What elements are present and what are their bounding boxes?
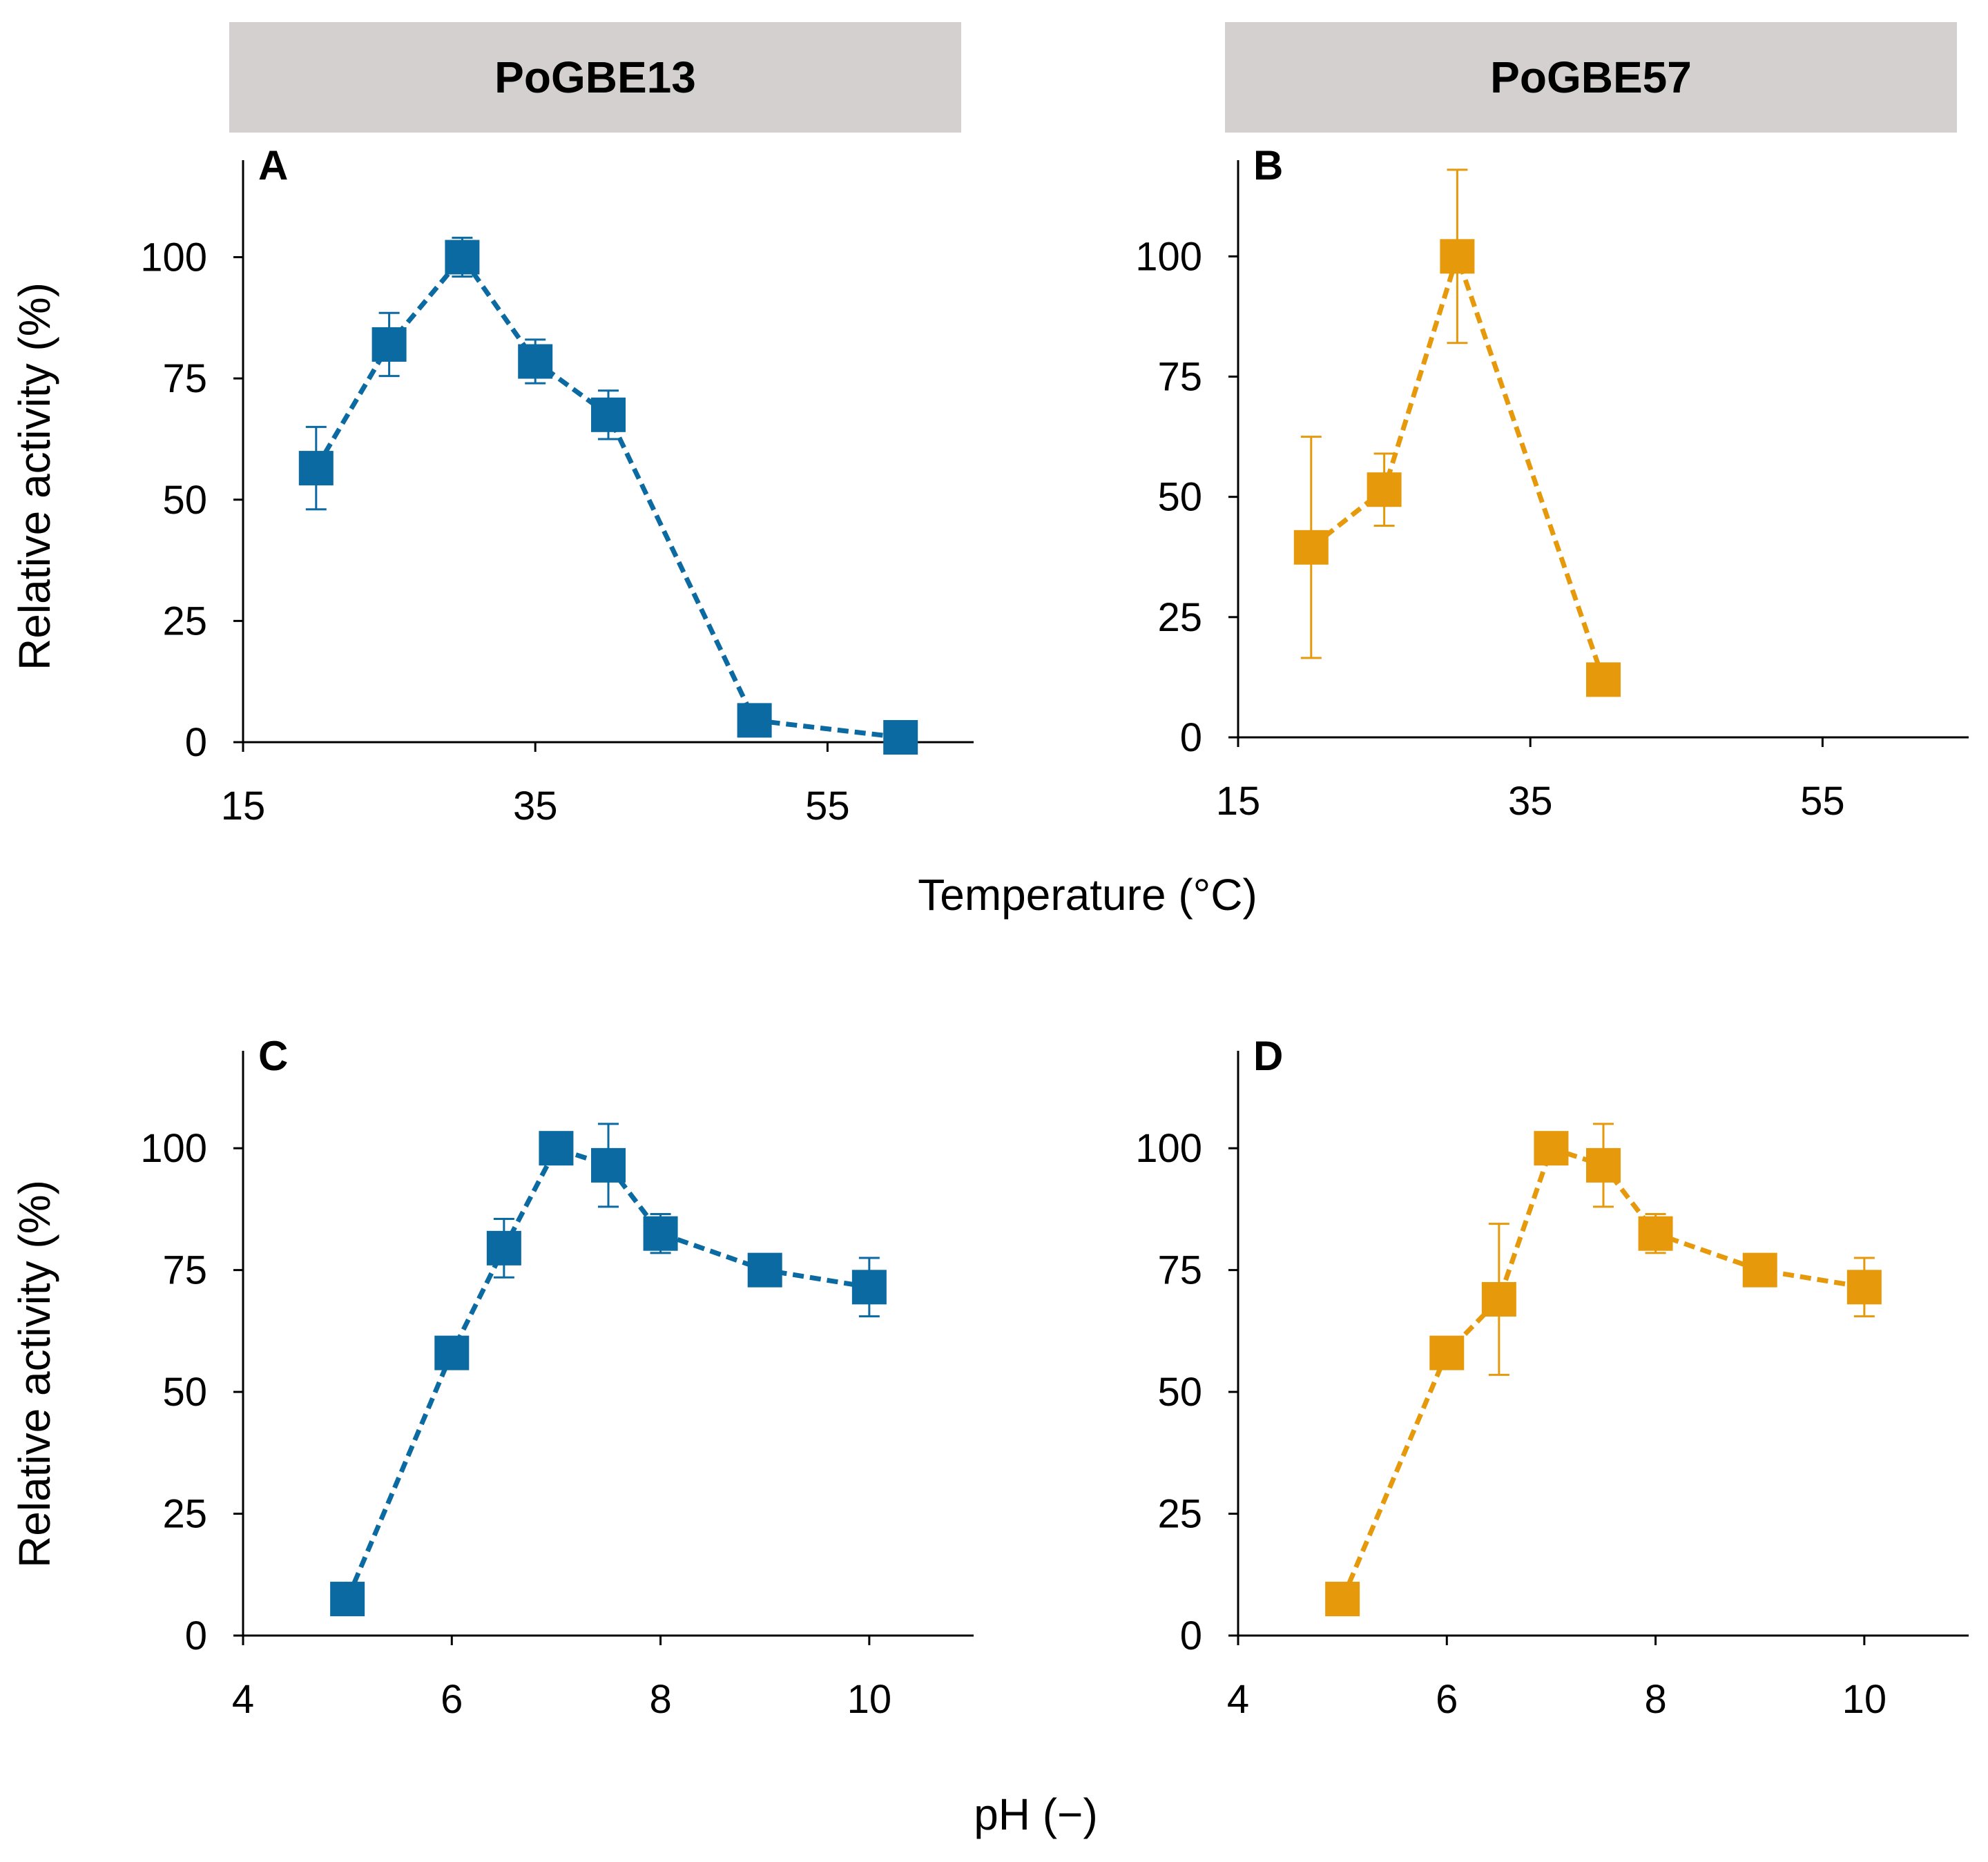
data-point — [486, 1230, 521, 1265]
y-tick-label: 0 — [1180, 715, 1202, 760]
chart-panel-d: 0 25 50 75 100 4 6 8 10 D — [1135, 1033, 1969, 1722]
data-point — [1293, 530, 1329, 565]
x-tick-label: 35 — [513, 784, 558, 828]
series-line — [1309, 249, 1606, 681]
y-tick-label: 100 — [140, 235, 207, 280]
data-point — [643, 1216, 678, 1251]
data-point — [1367, 472, 1402, 507]
y-tick-label: 100 — [1135, 234, 1202, 279]
x-axis-title-top: Temperature (°C) — [918, 870, 1257, 920]
y-tick-label: 25 — [162, 599, 207, 643]
x-tick-label: 15 — [1216, 779, 1261, 824]
x-tick-label: 4 — [1227, 1677, 1249, 1722]
y-tick-label: 100 — [140, 1126, 207, 1171]
series-line — [1340, 1145, 1865, 1600]
y-tick-label: 50 — [162, 478, 207, 523]
y-axis-title-bottom: Relative activity (%) — [10, 1180, 59, 1568]
y-tick-label: 75 — [162, 356, 207, 401]
panel-letter: A — [258, 142, 288, 188]
y-tick-label: 75 — [1157, 355, 1202, 400]
data-point — [737, 703, 772, 738]
data-point — [1481, 1281, 1516, 1317]
data-point — [298, 451, 334, 486]
data-point — [1638, 1216, 1673, 1251]
data-point — [330, 1582, 365, 1617]
chart-panel-a: 0 25 50 75 100 15 35 55 A — [140, 142, 974, 828]
panel-letter: C — [258, 1033, 288, 1079]
data-point — [518, 344, 553, 379]
y-tick-label: 25 — [1157, 1492, 1202, 1537]
y-tick-label: 50 — [1157, 475, 1202, 520]
x-tick-label: 6 — [1436, 1677, 1458, 1722]
data-point — [1440, 239, 1475, 274]
chart-panel-b: 0 25 50 75 100 15 35 55 B — [1135, 142, 1969, 824]
x-tick-label: 35 — [1508, 779, 1553, 824]
data-point — [883, 719, 918, 755]
data-point — [591, 1147, 626, 1183]
x-tick-label: 10 — [1842, 1677, 1887, 1722]
y-axis-title-top: Relative activity (%) — [10, 282, 59, 670]
data-point — [1586, 1147, 1621, 1183]
y-tick-label: 0 — [1180, 1613, 1202, 1658]
data-point — [1742, 1252, 1777, 1288]
data-point — [747, 1252, 782, 1288]
series-line — [345, 1145, 870, 1600]
y-tick-label: 100 — [1135, 1126, 1202, 1171]
data-point — [851, 1270, 887, 1305]
data-point — [591, 397, 626, 432]
y-tick-label: 50 — [1157, 1370, 1202, 1415]
data-point — [1534, 1131, 1569, 1166]
x-axis-title-bottom: pH (−) — [974, 1790, 1098, 1839]
x-tick-label: 10 — [847, 1677, 892, 1722]
y-tick-label: 75 — [162, 1248, 207, 1293]
data-point — [1429, 1335, 1465, 1370]
x-tick-label: 55 — [1800, 779, 1845, 824]
data-point — [539, 1131, 574, 1166]
x-tick-label: 4 — [232, 1677, 254, 1722]
panel-letter: D — [1253, 1033, 1283, 1079]
data-point — [434, 1335, 470, 1370]
y-tick-label: 25 — [1157, 595, 1202, 640]
y-tick-label: 50 — [162, 1370, 207, 1415]
data-point — [1325, 1582, 1360, 1617]
x-tick-label: 55 — [805, 784, 850, 828]
x-tick-label: 6 — [441, 1677, 463, 1722]
x-tick-label: 8 — [649, 1677, 671, 1722]
data-point — [371, 327, 407, 362]
y-tick-label: 75 — [1157, 1248, 1202, 1293]
x-tick-label: 8 — [1644, 1677, 1666, 1722]
chart-panel-c: 0 25 50 75 100 4 6 8 10 C — [140, 1033, 974, 1722]
data-point — [1846, 1270, 1882, 1305]
y-tick-label: 25 — [162, 1492, 207, 1537]
y-tick-label: 0 — [185, 720, 207, 765]
data-point — [445, 240, 480, 275]
header-pogbe57: PoGBE57 — [1225, 22, 1957, 133]
x-tick-label: 15 — [221, 784, 266, 828]
panel-letter: B — [1253, 142, 1283, 188]
data-point — [1586, 662, 1621, 697]
y-tick-label: 0 — [185, 1613, 207, 1658]
header-pogbe13: PoGBE13 — [229, 22, 961, 133]
